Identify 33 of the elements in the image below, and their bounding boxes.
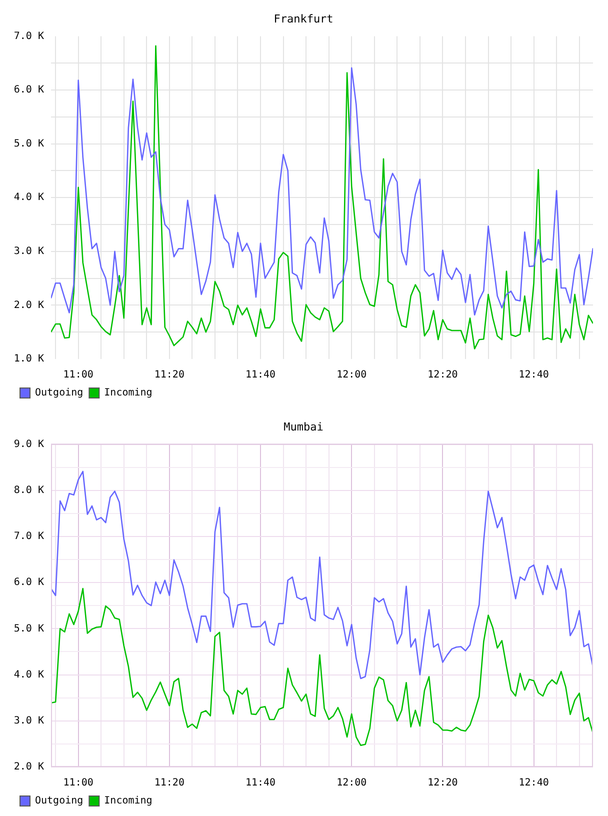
x-tick-label: 11:40 xyxy=(245,778,276,789)
y-tick-label: 2.0 K xyxy=(14,300,44,311)
y-tick-label: 2.0 K xyxy=(14,762,44,773)
y-tick-label: 3.0 K xyxy=(14,246,44,257)
y-tick-label: 3.0 K xyxy=(14,715,44,726)
legend-label: Incoming xyxy=(104,796,152,807)
x-tick-label: 12:40 xyxy=(518,370,549,381)
x-tick-label: 12:00 xyxy=(336,370,367,381)
x-tick-label: 11:00 xyxy=(63,778,94,789)
y-tick-label: 8.0 K xyxy=(14,484,44,496)
chart-title: Mumbai xyxy=(284,420,324,434)
legend-label: Outgoing xyxy=(35,796,84,807)
chart-title: Frankfurt xyxy=(274,12,334,26)
y-tick-label: 6.0 K xyxy=(14,84,44,96)
x-tick-label: 12:20 xyxy=(428,370,458,381)
x-tick-label: 12:20 xyxy=(428,778,458,789)
y-tick-label: 4.0 K xyxy=(14,669,44,680)
y-tick-label: 7.0 K xyxy=(14,30,44,42)
legend-label: Incoming xyxy=(104,388,152,399)
y-tick-label: 9.0 K xyxy=(14,438,44,450)
x-tick-label: 11:40 xyxy=(245,370,276,381)
legend-label: Outgoing xyxy=(35,388,84,399)
x-tick-label: 12:00 xyxy=(336,778,367,789)
y-tick-label: 5.0 K xyxy=(14,138,44,150)
y-tick-label: 5.0 K xyxy=(14,623,44,634)
y-tick-label: 1.0 K xyxy=(14,354,44,365)
x-tick-label: 12:40 xyxy=(518,778,549,789)
x-tick-label: 11:20 xyxy=(154,370,184,381)
y-tick-label: 4.0 K xyxy=(14,192,44,204)
x-tick-label: 11:00 xyxy=(63,370,94,381)
y-tick-label: 7.0 K xyxy=(14,531,44,542)
x-tick-label: 11:20 xyxy=(154,778,184,789)
y-tick-label: 6.0 K xyxy=(14,577,44,588)
